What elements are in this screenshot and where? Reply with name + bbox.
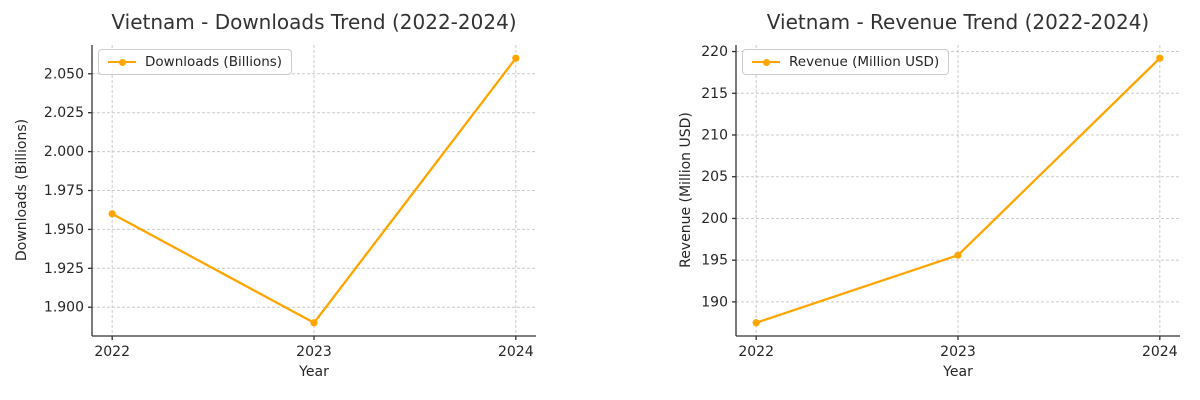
y-tick-label: 195 [701, 253, 728, 269]
x-tick-label: 2023 [940, 344, 976, 360]
chart-title: Vietnam - Downloads Trend (2022-2024) [111, 10, 517, 34]
line-marker-icon [108, 57, 136, 67]
x-tick-label: 2022 [738, 344, 774, 360]
y-tick-label: 200 [701, 211, 728, 227]
y-tick-label: 2.000 [44, 144, 84, 160]
x-tick-label: 2022 [94, 344, 130, 360]
y-axis-label: Revenue (Million USD) [678, 112, 694, 268]
y-tick-label: 1.925 [44, 261, 84, 277]
y-tick-label: 1.950 [44, 222, 84, 238]
y-tick-label: 210 [701, 128, 728, 144]
data-point [512, 54, 520, 62]
y-tick-label: 220 [701, 44, 728, 60]
line-marker-icon [752, 57, 780, 67]
legend-label: Downloads (Billions) [145, 54, 283, 70]
revenue-plot-area: 190 195 200 205 210 215 220 2022 2023 2024 [701, 44, 1180, 360]
y-tick-label: 2.050 [44, 66, 84, 82]
x-tick-label: 2024 [1142, 344, 1178, 360]
x-tick-label: 2023 [296, 344, 332, 360]
x-axis-label: Year [943, 364, 973, 380]
downloads-plot-area: 1.900 1.925 1.950 1.975 2.000 2.025 2.050 2022 2… [44, 45, 536, 360]
downloads-trend-chart: 1.900 1.925 1.950 1.975 2.000 2.025 2.050 2022 2… [14, 10, 536, 380]
chart-title: Vietnam - Revenue Trend (2022-2024) [766, 10, 1150, 34]
data-point [1156, 54, 1164, 62]
data-point [310, 319, 318, 327]
legend: Revenue (Million USD) [742, 49, 950, 75]
y-tick-label: 2.025 [44, 105, 84, 121]
y-axis-label: Downloads (Billions) [14, 118, 30, 262]
y-tick-label: 205 [701, 169, 728, 185]
y-tick-label: 190 [701, 294, 728, 310]
legend-label: Revenue (Million USD) [789, 54, 940, 70]
data-point [752, 319, 760, 327]
data-point [954, 251, 962, 259]
y-tick-label: 215 [701, 86, 728, 102]
y-tick-label: 1.975 [44, 183, 84, 199]
y-tick-label: 1.900 [44, 300, 84, 316]
legend: Downloads (Billions) [98, 49, 293, 75]
revenue-trend-chart: 190 195 200 205 210 215 220 2022 2023 2024 Vietna… [600, 0, 1200, 400]
data-point [108, 210, 116, 218]
x-tick-label: 2024 [498, 344, 534, 360]
x-axis-label: Year [299, 364, 329, 380]
